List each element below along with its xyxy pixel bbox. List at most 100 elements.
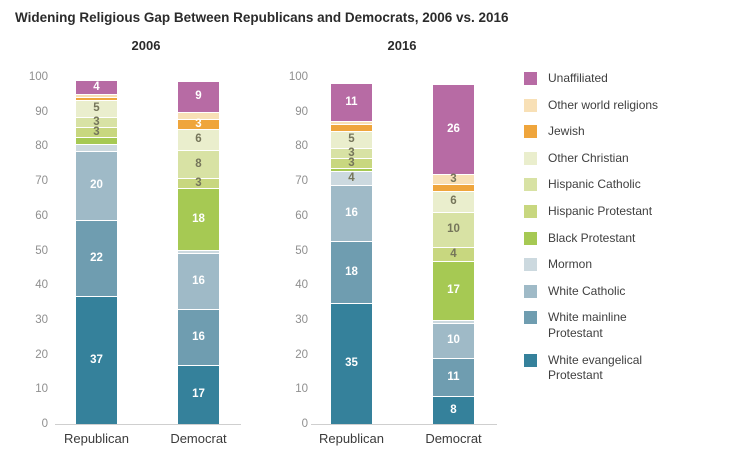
bar-segment	[76, 95, 117, 97]
bar-segment	[76, 145, 117, 151]
y-axis-tick-label: 30	[35, 313, 48, 326]
legend-label: White mainline Protestant	[548, 310, 627, 340]
y-axis-tick-label: 50	[35, 244, 48, 257]
bar-segment: 18	[178, 189, 219, 250]
y-axis-tick-label: 40	[295, 279, 308, 292]
y-axis-tick-label: 40	[35, 279, 48, 292]
bar-segment: 4	[433, 248, 474, 261]
bar-segment: 3	[178, 118, 219, 130]
bar-segment: 16	[331, 186, 372, 241]
chart-title: Widening Religious Gap Between Republica…	[15, 10, 509, 25]
bar-segment: 3	[331, 147, 372, 159]
bar-segment	[331, 169, 372, 171]
legend-item: Other world religions	[524, 98, 674, 114]
bar-segment: 5	[76, 101, 117, 117]
bar-segment: 16	[178, 310, 219, 365]
y-axis-tick-label: 100	[28, 71, 48, 83]
category-label: Democrat	[170, 431, 227, 446]
bar-segment: 26	[433, 85, 474, 174]
legend-label: Unaffiliated	[548, 71, 608, 85]
legend-item: Unaffiliated	[524, 71, 674, 87]
x-axis-line	[311, 424, 497, 425]
y-axis-tick-label: 50	[295, 244, 308, 257]
bar-segment: 5	[331, 132, 372, 148]
bar-segment	[178, 251, 219, 253]
bar-segment: 3	[76, 126, 117, 138]
category-label: Republican	[63, 431, 130, 446]
bar-segment: 6	[433, 192, 474, 212]
y-axis-tick-label: 80	[35, 140, 48, 153]
bar-segment: 37	[76, 297, 117, 424]
bar-segment: 22	[76, 221, 117, 296]
y-axis-tick-label: 70	[35, 175, 48, 188]
x-axis-line	[55, 424, 241, 425]
y-axis-tick-label: 20	[295, 348, 308, 361]
legend-item: Hispanic Protestant	[524, 204, 674, 220]
legend-item: Hispanic Catholic	[524, 177, 674, 193]
bar-segment: 10	[433, 213, 474, 247]
legend-item: Jewish	[524, 124, 674, 140]
legend-label: Other Christian	[548, 150, 629, 165]
legend-swatch	[524, 178, 537, 192]
bar-segment: 11	[433, 359, 474, 396]
category-label: Republican	[318, 431, 385, 446]
stacked-bar-2016-republican: 35 18 16 4 3 3 5 11	[331, 84, 372, 424]
bar-segment	[331, 125, 372, 131]
y-axis-tick-label: 30	[295, 313, 308, 326]
y-axis-tick-label: 90	[295, 105, 308, 118]
bar-segment: 17	[178, 366, 219, 424]
legend-item: White Catholic	[524, 284, 674, 300]
legend-item: White evangelical Protestant	[524, 353, 674, 384]
bar-segment	[76, 138, 117, 144]
legend: Unaffiliated Other world religions Jewish O…	[524, 71, 674, 395]
legend-label: Hispanic Protestant	[548, 203, 653, 218]
bar-segment: 18	[331, 242, 372, 303]
stacked-bar-2006-democrat: 17 16 16 18 3 8 6 3 9	[178, 82, 219, 424]
legend-swatch	[524, 353, 537, 367]
y-axis-tick-label: 80	[295, 140, 308, 153]
legend-item: Other Christian	[524, 151, 674, 167]
legend-swatch	[524, 258, 537, 272]
bar-segment	[331, 122, 372, 124]
legend-label: Other world religions	[548, 97, 659, 112]
bar-segment: 11	[331, 84, 372, 121]
bar-segment: 3	[433, 173, 474, 185]
bar-segment	[76, 98, 117, 100]
bar-segment: 10	[433, 324, 474, 358]
bar-segment: 4	[331, 172, 372, 185]
y-axis-tick-label: 100	[288, 71, 308, 83]
y-axis-tick-label: 70	[295, 175, 308, 188]
legend-swatch	[524, 98, 537, 112]
legend-swatch	[524, 204, 537, 218]
bar-segment: 6	[178, 130, 219, 150]
y-axis-tick-label: 10	[35, 383, 48, 396]
bar-segment: 8	[178, 151, 219, 178]
bar-segment	[433, 321, 474, 323]
y-axis-tick-label: 0	[301, 418, 308, 430]
legend-item: White mainline Protestant	[524, 310, 674, 341]
legend-swatch	[524, 125, 537, 139]
legend-swatch	[524, 72, 537, 85]
y-axis-tick-label: 90	[35, 105, 48, 118]
y-axis-tick-label: 0	[41, 418, 48, 430]
bar-segment: 9	[178, 82, 219, 112]
bar-segment	[178, 113, 219, 119]
panel-title-2016: 2016	[387, 38, 417, 53]
y-axis-tick-label: 60	[35, 209, 48, 222]
bar-segment: 17	[433, 262, 474, 320]
bar-segment: 20	[76, 152, 117, 220]
stacked-bar-2016-democrat: 8 11 10 17 4 10 6 3 26	[433, 85, 474, 424]
legend-swatch	[524, 311, 537, 325]
bar-segment: 4	[76, 81, 117, 94]
bar-segment: 3	[76, 116, 117, 128]
bar-segment: 16	[178, 254, 219, 309]
panel-title-2006: 2006	[131, 38, 161, 53]
legend-label: White Catholic	[548, 283, 626, 298]
bar-segment	[433, 185, 474, 191]
y-axis-tick-label: 10	[295, 383, 308, 396]
category-label: Democrat	[425, 431, 482, 446]
bar-segment: 3	[178, 177, 219, 189]
legend-label: Black Protestant	[548, 230, 636, 245]
y-axis-tick-label: 20	[35, 348, 48, 361]
